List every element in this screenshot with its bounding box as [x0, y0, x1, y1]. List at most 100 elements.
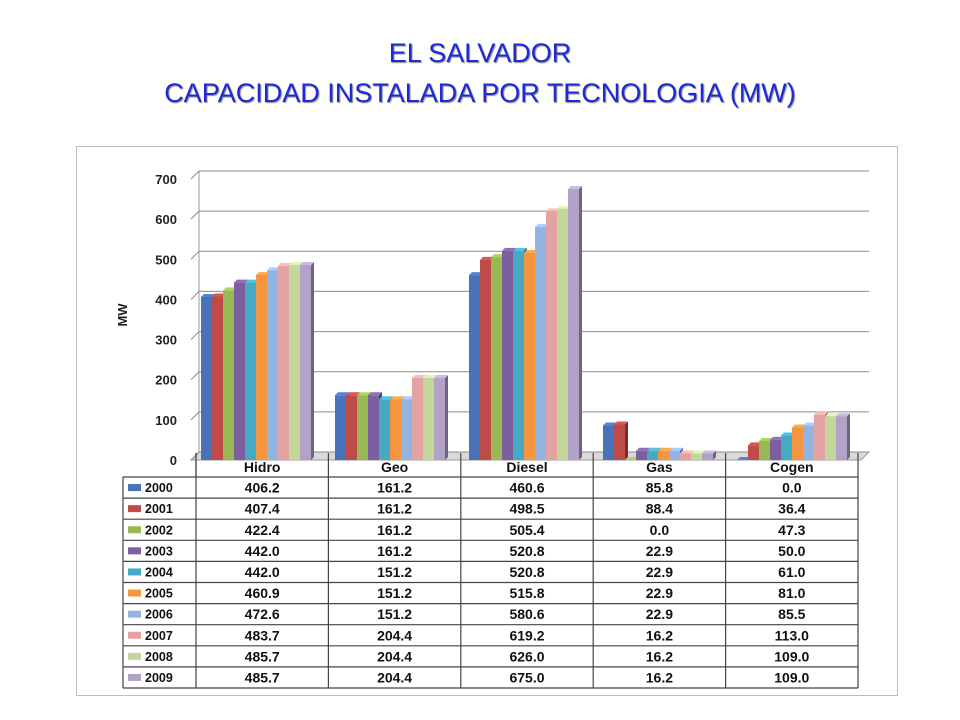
bar-hidro-2009: [300, 262, 314, 460]
gridline: [190, 411, 869, 421]
data-label-geo-2009: 204.4: [377, 669, 412, 685]
category-label-cogen: Cogen: [770, 459, 814, 475]
data-label-cogen-2007: 113.0: [775, 627, 809, 643]
category-label-diesel: Diesel: [506, 459, 547, 475]
y-tick-label: 100: [155, 413, 177, 428]
legend-key-2000: [128, 484, 141, 492]
y-axis-label: MW: [115, 303, 130, 327]
legend-year-2007: 2007: [145, 629, 173, 643]
legend-year-2006: 2006: [145, 608, 173, 622]
gridline: [190, 210, 869, 220]
gridline: [190, 331, 869, 340]
data-label-hidro-2006: 472.6: [245, 606, 280, 622]
gridline: [190, 170, 869, 180]
data-label-diesel-2009: 675.0: [509, 669, 544, 685]
bar-diesel-2009: [568, 186, 582, 460]
legend-key-2001: [128, 505, 141, 513]
legend-key-2005: [128, 589, 141, 597]
legend-year-2005: 2005: [145, 587, 173, 601]
page-subtitle: CAPACIDAD INSTALADA POR TECNOLOGIA (MW): [164, 78, 796, 108]
legend-year-2001: 2001: [145, 502, 173, 516]
data-label-gas-2003: 22.9: [646, 543, 673, 559]
data-label-gas-2001: 88.4: [646, 501, 673, 517]
data-label-geo-2004: 151.2: [377, 564, 412, 580]
data-label-cogen-2002: 47.3: [778, 522, 805, 538]
legend-year-2008: 2008: [145, 650, 173, 664]
y-tick-label: 700: [155, 172, 177, 187]
y-tick-label: 500: [155, 252, 177, 267]
legend-key-2008: [128, 652, 141, 660]
data-label-diesel-2003: 520.8: [509, 543, 544, 559]
data-label-diesel-2007: 619.2: [509, 627, 544, 643]
legend-key-2002: [128, 526, 141, 534]
gridline: [190, 290, 869, 300]
gridline: [190, 250, 869, 260]
bar-gas-2009: [702, 450, 716, 460]
data-label-gas-2005: 22.9: [646, 585, 673, 601]
bars: [201, 186, 850, 460]
data-table: Hidro Geo Diesel Gas Cogen 2000 406.2 161.2 460.…: [122, 453, 859, 689]
data-label-hidro-2004: 442.0: [245, 564, 280, 580]
legend-year-2003: 2003: [145, 544, 173, 558]
data-label-geo-2000: 161.2: [377, 480, 412, 496]
legend-key-2004: [128, 568, 141, 576]
data-label-hidro-2002: 422.4: [245, 522, 280, 538]
data-label-cogen-2003: 50.0: [778, 543, 805, 559]
bar-gas-2001: [614, 421, 628, 460]
legend-key-2007: [128, 631, 141, 639]
bar-gas-2002: [625, 457, 639, 460]
data-label-diesel-2008: 626.0: [509, 648, 544, 664]
data-label-diesel-2005: 515.8: [509, 585, 544, 601]
data-label-gas-2009: 16.2: [646, 669, 673, 685]
data-label-diesel-2004: 520.8: [509, 564, 544, 580]
y-axis-ticks: 0 100 200 300 400 500 600 700: [155, 172, 177, 468]
bar-cogen-2009: [836, 413, 850, 460]
data-label-hidro-2005: 460.9: [245, 585, 280, 601]
y-tick-label: 600: [155, 212, 177, 227]
bar-chart: 0 100 200 300 400 500 600 700 MW Hidro Geo Diesel…: [115, 170, 871, 689]
y-tick-label: 400: [155, 292, 177, 307]
legend-key-2003: [128, 547, 141, 555]
category-label-geo: Geo: [381, 459, 408, 475]
data-label-diesel-2001: 498.5: [509, 501, 544, 517]
data-label-cogen-2000: 0.0: [782, 480, 802, 496]
gridline: [190, 371, 869, 381]
chart-frame: 0 100 200 300 400 500 600 700 MW Hidro Geo Diesel…: [76, 146, 898, 696]
data-label-geo-2005: 151.2: [377, 585, 412, 601]
data-label-hidro-2001: 407.4: [245, 501, 280, 517]
data-label-diesel-2006: 580.6: [509, 606, 544, 622]
legend-key-2006: [128, 610, 141, 618]
data-label-geo-2007: 204.4: [377, 627, 412, 643]
data-label-geo-2006: 151.2: [377, 606, 412, 622]
data-label-cogen-2001: 36.4: [778, 501, 805, 517]
data-label-geo-2003: 161.2: [377, 543, 412, 559]
data-label-hidro-2003: 442.0: [245, 543, 280, 559]
data-label-gas-2002: 0.0: [650, 522, 670, 538]
data-label-gas-2007: 16.2: [646, 627, 673, 643]
legend-year-2004: 2004: [145, 565, 173, 579]
data-label-geo-2008: 204.4: [377, 648, 412, 664]
data-label-gas-2004: 22.9: [646, 564, 673, 580]
category-label-gas: Gas: [646, 459, 673, 475]
data-label-hidro-2000: 406.2: [245, 480, 280, 496]
y-tick-label: 0: [170, 453, 177, 468]
data-label-cogen-2006: 85.5: [778, 606, 805, 622]
legend-year-2002: 2002: [145, 523, 173, 537]
y-tick-label: 200: [155, 373, 177, 388]
data-label-gas-2006: 22.9: [646, 606, 673, 622]
data-label-cogen-2004: 61.0: [778, 564, 805, 580]
data-label-gas-2000: 85.8: [646, 480, 673, 496]
data-label-cogen-2009: 109.0: [774, 669, 809, 685]
data-label-hidro-2008: 485.7: [245, 648, 280, 664]
data-label-hidro-2009: 485.7: [245, 669, 280, 685]
legend-year-2009: 2009: [145, 671, 173, 685]
bar-geo-2009: [434, 374, 448, 460]
data-label-cogen-2005: 81.0: [778, 585, 805, 601]
legend-year-2000: 2000: [145, 481, 173, 495]
data-label-geo-2001: 161.2: [377, 501, 412, 517]
data-label-hidro-2007: 483.7: [245, 627, 280, 643]
y-tick-label: 300: [155, 333, 177, 348]
page-title: EL SALVADOR: [388, 38, 572, 68]
data-label-diesel-2002: 505.4: [509, 522, 544, 538]
data-label-diesel-2000: 460.6: [509, 480, 544, 496]
